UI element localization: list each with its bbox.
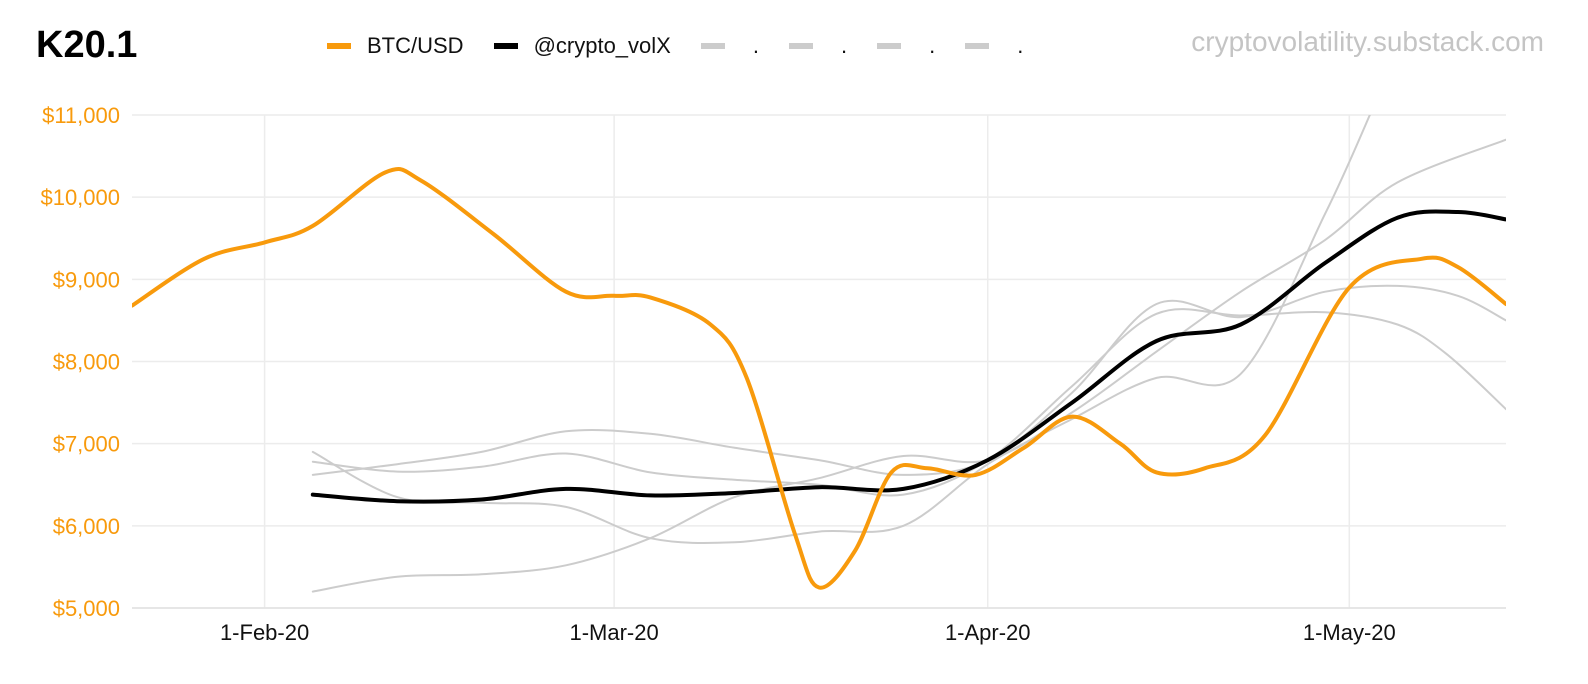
y-tick-label: $9,000 <box>53 267 120 292</box>
series-line-gray-1 <box>311 115 1371 545</box>
y-tick-label: $11,000 <box>42 103 120 128</box>
legend-label: . <box>840 33 848 58</box>
legend-swatch <box>788 43 813 49</box>
legend-swatch <box>700 43 725 49</box>
legend-item-gray-2: . <box>788 33 848 59</box>
legend-item-gray-4: . <box>965 33 1023 59</box>
series-line-crypto-volx <box>310 209 1506 504</box>
legend-label: @crypto_volX <box>533 33 671 58</box>
x-tick-label: 1-Apr-20 <box>945 620 1031 645</box>
x-tick-label: 1-May-20 <box>1303 620 1396 645</box>
y-tick-label: $6,000 <box>53 514 120 539</box>
legend-item-btc: BTC/USD <box>327 33 464 59</box>
chart-title: K20.1 <box>36 24 138 66</box>
series-lines <box>132 115 1506 593</box>
chart-legend: BTC/USD @crypto_volX . . . . <box>327 33 1053 59</box>
legend-label: . <box>929 33 936 58</box>
legend-item-gray-1: . <box>700 33 759 59</box>
legend-item-volx: @crypto_volX <box>493 33 671 59</box>
legend-label: BTC/USD <box>367 33 464 58</box>
series-line-gray-2 <box>311 308 1506 497</box>
legend-swatch <box>877 43 902 49</box>
y-tick-label: $10,000 <box>40 185 120 210</box>
legend-label: . <box>752 33 759 58</box>
series-line-gray-4 <box>311 138 1506 593</box>
source-label: cryptovolatility.substack.com <box>1191 26 1544 57</box>
x-tick-label: 1-Feb-20 <box>220 620 309 645</box>
series-line-gray-3 <box>311 284 1506 476</box>
gridlines <box>132 114 1506 609</box>
legend-label: . <box>1017 33 1024 58</box>
x-tick-label: 1-Mar-20 <box>569 620 658 645</box>
y-axis: $5,000 $6,000 $7,000 $8,000 $9,000 $10,000 $11… <box>40 103 120 621</box>
legend-swatch <box>965 43 990 49</box>
legend-item-gray-3: . <box>877 33 935 59</box>
legend-swatch <box>327 43 351 49</box>
x-axis: 1-Feb-20 1-Mar-20 1-Apr-20 1-May-20 <box>220 620 1396 645</box>
legend-swatch <box>493 43 518 49</box>
y-tick-label: $7,000 <box>53 432 120 457</box>
series-line-btc-usd <box>132 167 1506 590</box>
y-tick-label: $8,000 <box>53 350 120 375</box>
y-tick-label: $5,000 <box>53 596 120 621</box>
